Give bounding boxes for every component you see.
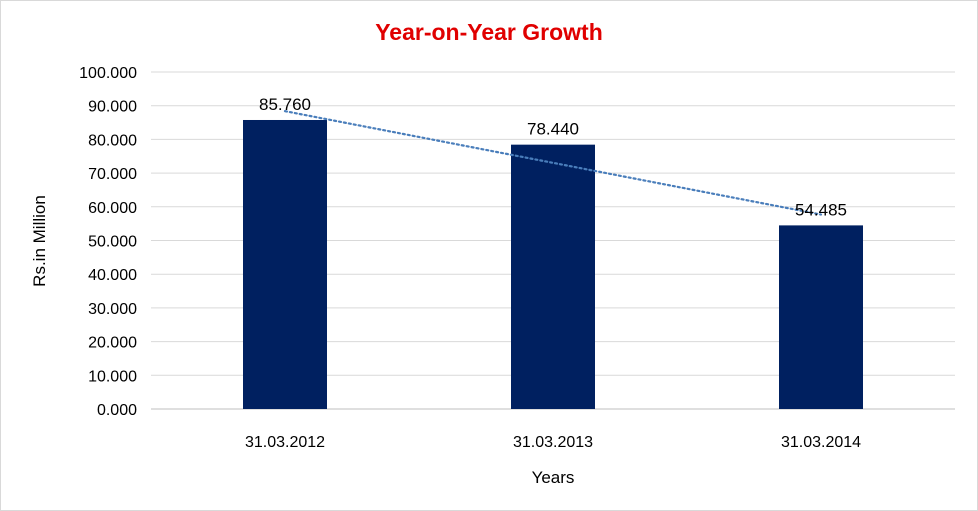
x-tick-label: 31.03.2012 xyxy=(245,434,325,451)
y-tick-label: 100.000 xyxy=(79,65,137,82)
data-label: 54.485 xyxy=(795,200,847,219)
bar-31.03.2012 xyxy=(243,119,327,409)
chart-title: Year-on-Year Growth xyxy=(375,19,603,45)
y-tick-label: 40.000 xyxy=(88,267,137,284)
x-tick-label: 31.03.2013 xyxy=(513,434,593,451)
x-axis-title: Years xyxy=(532,468,575,487)
data-label: 78.440 xyxy=(527,120,579,139)
y-tick-label: 50.000 xyxy=(88,234,137,251)
x-axis-ticks: 31.03.2012 31.03.2013 31.03.2014 xyxy=(245,434,861,451)
data-labels: 85.760 78.440 54.485 xyxy=(259,95,847,219)
data-label: 85.760 xyxy=(259,95,311,114)
bars xyxy=(243,119,863,409)
y-tick-label: 10.000 xyxy=(88,368,137,385)
x-tick-label: 31.03.2014 xyxy=(781,434,861,451)
y-tick-label: 20.000 xyxy=(88,335,137,352)
y-tick-label: 0.000 xyxy=(97,402,137,419)
y-tick-label: 30.000 xyxy=(88,301,137,318)
bar-31.03.2013 xyxy=(511,144,595,409)
y-tick-label: 90.000 xyxy=(88,99,137,116)
y-tick-label: 60.000 xyxy=(88,200,137,217)
y-tick-label: 70.000 xyxy=(88,166,137,183)
y-axis-ticks: 0.000 10.000 20.000 30.000 40.000 50.000 60.00… xyxy=(79,65,137,419)
y-tick-label: 80.000 xyxy=(88,132,137,149)
y-axis-title: Rs.in Million xyxy=(30,195,49,287)
trendline xyxy=(283,110,823,216)
bar-31.03.2014 xyxy=(779,225,863,409)
trendline-group xyxy=(283,110,823,216)
